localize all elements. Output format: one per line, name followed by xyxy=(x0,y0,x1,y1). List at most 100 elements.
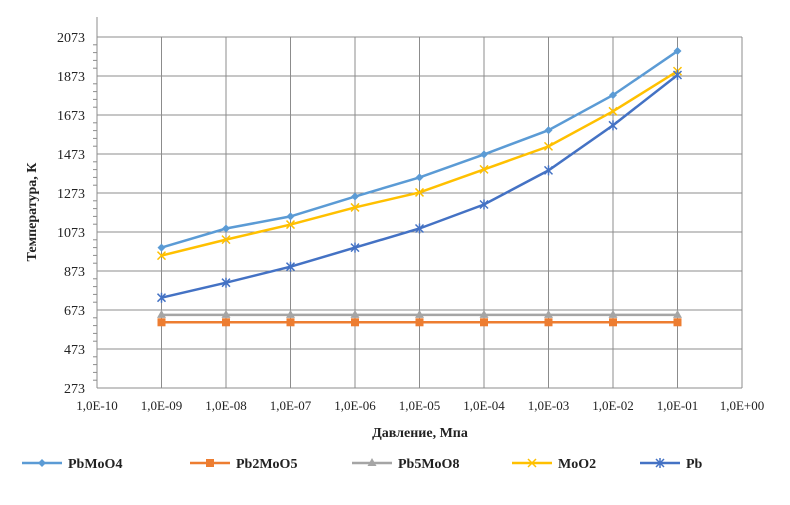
diamond-marker xyxy=(544,126,553,135)
data-point-marker xyxy=(608,309,618,318)
x-marker xyxy=(527,458,537,468)
data-point-marker xyxy=(544,309,553,318)
legend-label: MoO2 xyxy=(558,457,596,472)
square-marker xyxy=(673,318,682,327)
data-point-marker xyxy=(672,70,683,81)
square-marker xyxy=(415,318,424,327)
legend-item-pb5moo8: Pb5MoO8 xyxy=(352,457,459,472)
square-marker xyxy=(286,318,295,327)
x-axis-label: Давление, Мпа xyxy=(372,426,468,441)
legend-item-pb: Pb xyxy=(640,457,703,472)
data-point-marker xyxy=(206,459,214,467)
data-point-marker xyxy=(286,212,295,221)
triangle-marker xyxy=(479,309,489,318)
legend: PbMoO4 Pb2MoO5 Pb5MoO8 MoO2 Pb xyxy=(22,457,703,472)
data-point-marker xyxy=(415,309,424,318)
square-marker xyxy=(222,318,230,327)
star-marker xyxy=(543,165,554,176)
x-tick-label: 1,0E-03 xyxy=(528,398,570,413)
legend-item-pbmoo4: PbMoO4 xyxy=(22,457,122,472)
data-point-marker xyxy=(527,458,537,468)
data-point-marker xyxy=(414,223,425,234)
data-point-marker xyxy=(673,318,682,327)
data-point-marker xyxy=(38,459,46,467)
legend-item-moo2: MoO2 xyxy=(512,457,596,472)
triangle-marker xyxy=(157,309,166,318)
y-axis-label: Температура, К xyxy=(25,162,40,262)
triangle-marker xyxy=(608,309,618,318)
star-marker xyxy=(655,458,665,468)
data-point-marker xyxy=(480,150,488,159)
y-tick-label: 1073 xyxy=(57,226,85,241)
triangle-marker xyxy=(221,309,231,318)
star-marker xyxy=(672,70,683,81)
data-point-marker xyxy=(157,243,166,252)
diamond-marker xyxy=(351,192,359,201)
star-marker xyxy=(350,242,360,253)
data-point-marker xyxy=(414,187,425,197)
diamond-marker xyxy=(222,224,230,233)
data-point-marker xyxy=(221,277,231,288)
data-point-marker xyxy=(157,318,166,327)
data-point-marker xyxy=(544,318,553,327)
data-point-marker xyxy=(544,126,553,135)
x-tick-label: 1,0E-01 xyxy=(657,398,699,413)
data-point-marker xyxy=(367,458,377,466)
data-point-marker xyxy=(608,120,618,131)
square-marker xyxy=(609,318,617,327)
triangle-marker xyxy=(286,309,295,318)
square-marker xyxy=(157,318,166,327)
x-tick-label: 1,0E-06 xyxy=(334,398,376,413)
data-point-marker xyxy=(156,292,167,303)
diamond-marker xyxy=(415,173,424,182)
star-marker xyxy=(156,292,167,303)
data-point-marker xyxy=(222,318,230,327)
y-tick-label: 1473 xyxy=(57,148,85,163)
x-marker xyxy=(156,251,167,261)
diamond-marker xyxy=(157,243,166,252)
data-point-marker xyxy=(285,220,296,230)
triangle-marker xyxy=(350,309,360,318)
y-tick-label: 1273 xyxy=(57,187,85,202)
x-tick-label: 1,0E-08 xyxy=(205,398,247,413)
square-marker xyxy=(206,459,214,467)
data-point-marker xyxy=(673,309,682,318)
series-group xyxy=(156,47,683,327)
legend-label: PbMoO4 xyxy=(68,457,122,472)
data-point-marker xyxy=(286,309,295,318)
x-tick-label: 1,0E-10 xyxy=(76,398,118,413)
x-tick-label: 1,0E-05 xyxy=(399,398,441,413)
x-marker xyxy=(221,235,231,245)
data-point-marker xyxy=(156,251,167,261)
x-tick-label: 1,0E-07 xyxy=(270,398,312,413)
data-point-marker xyxy=(609,318,617,327)
x-marker xyxy=(350,202,360,212)
y-tick-label: 873 xyxy=(64,265,85,280)
data-point-marker xyxy=(479,164,489,174)
data-point-marker xyxy=(415,173,424,182)
triangle-marker xyxy=(415,309,424,318)
star-marker xyxy=(608,120,618,131)
star-marker xyxy=(479,199,489,210)
x-tick-label: 1,0E-04 xyxy=(463,398,505,413)
data-point-marker xyxy=(479,309,489,318)
data-point-marker xyxy=(543,165,554,176)
diamond-marker xyxy=(673,47,682,56)
data-point-marker xyxy=(351,318,359,327)
y-tick-label: 473 xyxy=(64,343,85,358)
legend-label: Pb2MoO5 xyxy=(236,457,297,472)
data-point-marker xyxy=(350,242,360,253)
star-marker xyxy=(285,261,296,272)
triangle-marker xyxy=(673,309,682,318)
diamond-marker xyxy=(609,91,617,100)
data-point-marker xyxy=(286,318,295,327)
legend-label: Pb5MoO8 xyxy=(398,457,459,472)
data-point-marker xyxy=(479,199,489,210)
y-tick-label: 273 xyxy=(64,382,85,397)
x-marker xyxy=(479,164,489,174)
square-marker xyxy=(480,318,488,327)
triangle-marker xyxy=(544,309,553,318)
data-point-marker xyxy=(221,309,231,318)
data-point-marker xyxy=(415,318,424,327)
